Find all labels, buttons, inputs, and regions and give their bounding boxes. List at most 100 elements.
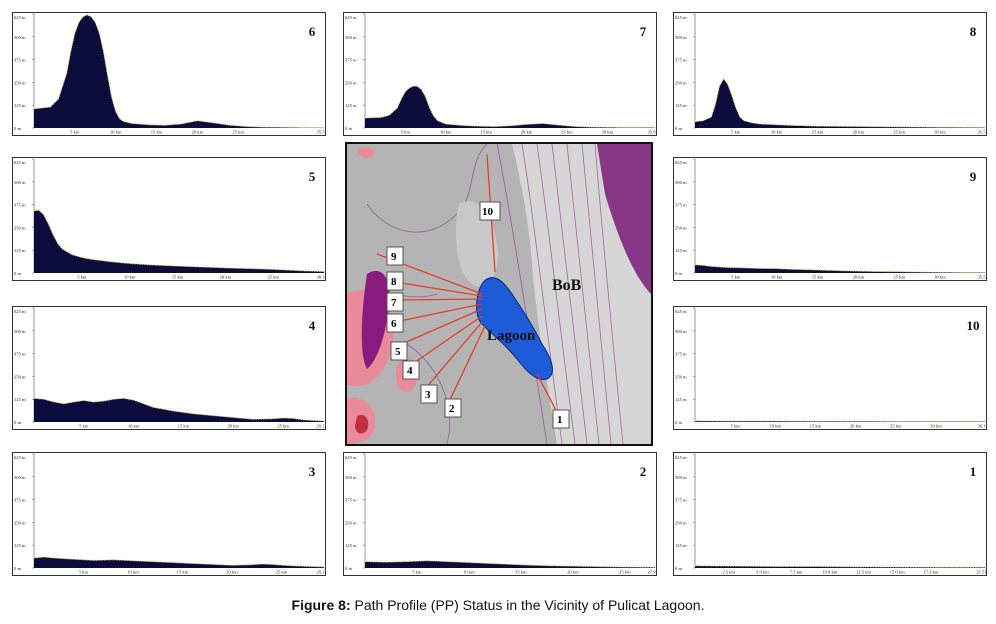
y-tick-label: 625 m [14, 160, 26, 165]
hill-south-peak [355, 414, 369, 434]
x-tick-label: 7.5 km [790, 570, 803, 575]
elevation-line [694, 264, 985, 273]
profile-number: 5 [309, 169, 316, 184]
chart-frame [12, 452, 326, 576]
x-tick-label: 25 km [893, 130, 905, 135]
y-tick-label: 250 m [675, 374, 687, 379]
chart-svg: 0 m 125 m 250 m 375 m 500 m 625 m 5 km 10 km 15 … [12, 12, 326, 136]
y-tick-label: 125 m [345, 103, 357, 108]
x-tick-label: 25 km [619, 570, 631, 575]
x-tick-label: 30.3 km [316, 275, 326, 280]
elevation-line [364, 560, 656, 568]
profile-number: 9 [970, 169, 977, 184]
x-tick-label: 29.1 km [316, 424, 326, 429]
path-label-3: 3 [425, 389, 431, 401]
profile-number: 4 [309, 318, 316, 333]
hill-peak-purple [361, 270, 390, 369]
y-tick-label: 375 m [675, 58, 687, 63]
y-tick-label: 0 m [675, 126, 682, 131]
x-tick-label: 30 km [934, 275, 946, 280]
y-tick-label: 375 m [14, 58, 26, 63]
profile-number: 6 [309, 24, 316, 39]
profile-chart-1: 0 m 125 m 250 m 375 m 500 m 625 m 2.5 km 5.0 km… [673, 452, 987, 576]
y-tick-label: 0 m [345, 126, 352, 131]
y-tick-label: 0 m [675, 271, 682, 276]
x-tick-label: 35.5 km [316, 130, 326, 135]
chart-svg: 0 m 125 m 250 m 375 m 500 m 625 m 5 km 10 km 15 … [343, 12, 657, 136]
x-tick-label: 15 km [177, 570, 189, 575]
elevation-line [364, 85, 655, 128]
y-tick-label: 625 m [14, 455, 26, 460]
x-tick-label: 15 km [178, 424, 190, 429]
x-tick-label: 10 km [110, 130, 122, 135]
y-tick-label: 125 m [675, 543, 687, 548]
y-tick-label: 250 m [675, 520, 687, 525]
x-tick-label: 25 km [277, 424, 289, 429]
x-tick-label: 10 km [771, 275, 783, 280]
caption-text: Path Profile (PP) Status in the Vicinity… [350, 597, 705, 613]
elevation-area [695, 264, 985, 273]
x-tick-label: 27.9 km [647, 570, 657, 575]
chart-frame [673, 452, 987, 576]
y-tick-label: 250 m [14, 374, 26, 379]
profile-chart-2: 0 m 125 m 250 m 375 m 500 m 625 m 5 km 10 km 15 … [343, 452, 657, 576]
x-tick-label: 2.5 km [722, 570, 735, 575]
y-tick-label: 125 m [345, 543, 357, 548]
y-tick-label: 625 m [345, 455, 357, 460]
map-svg: BoB Lagoon 1 2 3 4 5 6 7 8 9 10 [347, 144, 651, 444]
x-tick-label: 15.0 km [890, 570, 905, 575]
elevation-area [34, 14, 324, 128]
x-tick-label: 25 km [276, 570, 288, 575]
x-tick-label: 36.1 km [977, 424, 987, 429]
path-number-labels: 1 2 3 4 5 6 7 8 9 10 [386, 201, 570, 429]
x-tick-label: 20 km [521, 130, 533, 135]
profile-chart-7: 0 m 125 m 250 m 375 m 500 m 625 m 5 km 10 km 15 … [343, 12, 657, 136]
profile-number: 8 [970, 24, 977, 39]
x-tick-label: 29.3 km [316, 570, 326, 575]
path-label-5: 5 [395, 346, 401, 358]
y-tick-label: 625 m [675, 455, 687, 460]
elevation-line [694, 77, 986, 128]
x-tick-label: 15 km [151, 130, 163, 135]
y-tick-label: 625 m [675, 15, 687, 20]
lagoon-water [476, 277, 553, 381]
x-tick-label: 30 km [930, 424, 942, 429]
y-tick-label: 0 m [14, 566, 21, 571]
chart-frame [673, 157, 987, 281]
chart-svg: 0 m 125 m 250 m 375 m 500 m 625 m 5 km 10 km 15 … [673, 157, 987, 281]
y-tick-label: 375 m [345, 498, 357, 503]
elevation-area [695, 78, 985, 128]
x-tick-label: 20 km [226, 570, 238, 575]
x-tick-label: 35.9 km [647, 130, 657, 135]
x-tick-label: 20 km [853, 275, 865, 280]
path-label-1: 1 [557, 414, 563, 426]
x-tick-label: 30 km [602, 130, 614, 135]
y-tick-label: 125 m [14, 248, 26, 253]
x-tick-label: 20 km [853, 130, 865, 135]
elevation-area [34, 210, 324, 273]
y-tick-label: 375 m [14, 203, 26, 208]
y-tick-label: 0 m [345, 566, 352, 571]
x-tick-label: 5 km [77, 275, 87, 280]
x-tick-label: 5 km [79, 570, 89, 575]
x-tick-label: 15 km [172, 275, 184, 280]
elevation-line [694, 565, 985, 568]
profile-chart-6: 0 m 125 m 250 m 375 m 500 m 625 m 5 km 10 km 15 … [12, 12, 326, 136]
profile-number: 1 [970, 464, 977, 479]
path-label-4: 4 [407, 365, 413, 377]
elevation-area [365, 86, 655, 128]
x-tick-label: 5 km [401, 130, 411, 135]
lagoon-label: Lagoon [487, 328, 536, 344]
x-tick-label: 5 km [731, 130, 741, 135]
x-tick-label: 5 km [731, 424, 741, 429]
y-tick-label: 125 m [14, 103, 26, 108]
x-tick-label: 12.5 km [856, 570, 871, 575]
elevation-line [33, 209, 325, 272]
y-tick-label: 500 m [675, 180, 687, 185]
elevation-area [34, 557, 324, 568]
x-tick-label: 35.5 km [977, 130, 987, 135]
pulicat-lagoon-map: BoB Lagoon 1 2 3 4 5 6 7 8 9 10 [345, 142, 653, 446]
y-tick-label: 375 m [675, 352, 687, 357]
profile-chart-3: 0 m 125 m 250 m 375 m 500 m 625 m 5 km 10 km 15 … [12, 452, 326, 576]
y-tick-label: 625 m [345, 15, 357, 20]
